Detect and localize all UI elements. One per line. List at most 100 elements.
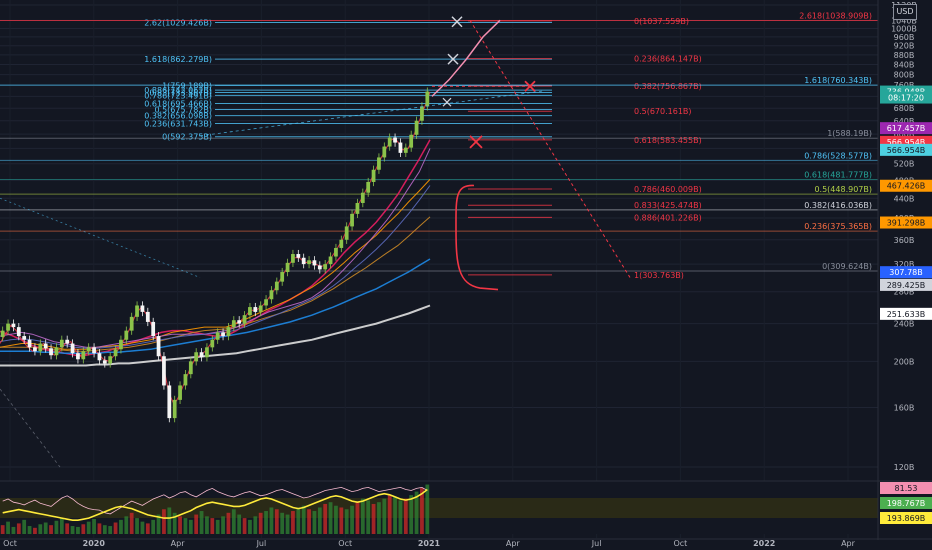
price-badge [880, 122, 932, 135]
time-tick-label: Oct [673, 539, 687, 548]
candle-body [307, 260, 311, 265]
candle-body [409, 134, 414, 148]
fib-level-label: 2.618(1038.909B) [799, 12, 872, 21]
volume-bar [296, 507, 301, 534]
cross-mark [469, 135, 483, 149]
indicator-badge [880, 512, 932, 524]
volume-bar [237, 514, 242, 534]
candle-body [350, 213, 354, 227]
candle-body [86, 347, 91, 352]
time-tick-label: Apr [506, 539, 521, 548]
price-badge-label: 307.78B [889, 268, 922, 277]
volume-bar [167, 507, 172, 534]
candle-body [296, 254, 301, 258]
candle-body [135, 305, 139, 317]
cross-mark [442, 97, 452, 107]
candle-body [231, 320, 236, 328]
candle-body [22, 336, 27, 340]
volume-bar [70, 526, 75, 534]
time-tick-label: Jul [256, 539, 267, 548]
time-tick-label: Oct [3, 539, 17, 548]
candle-body [312, 260, 317, 266]
fib-level-label: 0.83(733.867B) [149, 88, 212, 97]
candle-body [248, 307, 252, 316]
price-badge [880, 266, 932, 279]
trend-line [0, 197, 201, 278]
candle-body [11, 323, 16, 328]
price-badge-label: 251.633B [887, 310, 926, 319]
price-badge-label: 566.954B [887, 146, 926, 155]
fibonacci-levels: 2.62(1029.426B) 1.618(862.279B) 1(759.189B… [0, 12, 878, 280]
fib-level-label: 0.886(401.226B) [634, 213, 702, 222]
price-tick-label: 120B [894, 463, 915, 472]
currency-button[interactable]: USD [893, 4, 917, 20]
price-tick-label: 800B [894, 71, 915, 80]
volume-bar [226, 512, 231, 534]
fib-level-label: 0.382(416.036B) [804, 201, 872, 210]
candle-body [323, 264, 328, 270]
cross-mark [524, 80, 536, 92]
candle-body [344, 226, 349, 240]
volume-bar [156, 514, 161, 534]
volume-bar [269, 507, 274, 534]
cross-mark [451, 16, 463, 28]
candle-body [377, 157, 381, 170]
volume-bar [371, 503, 376, 534]
volume-bar [366, 500, 371, 534]
candle-body [70, 343, 75, 354]
fib-level-label: 0.382(656.098B) [144, 112, 212, 121]
indicator-badge-label: 81.53 [895, 484, 918, 493]
fib-level-label: 0.236(631.743B) [144, 119, 212, 128]
candle-body [59, 339, 64, 348]
candle-body [97, 353, 102, 361]
fib-level-label: 1(303.763B) [634, 271, 684, 280]
candle-body [215, 332, 220, 340]
trend-line [0, 388, 61, 468]
volume-bar [264, 511, 268, 534]
candle-body [76, 353, 80, 360]
volume-bar [291, 511, 295, 534]
volume-bar [242, 518, 247, 534]
candle-body [199, 352, 204, 358]
price-badge [880, 307, 932, 320]
bearish-projection-line [469, 20, 631, 278]
candle-body [393, 137, 397, 143]
candle-body [339, 239, 344, 248]
volume-bar [27, 526, 32, 534]
candle-body [205, 347, 209, 358]
price-badge-label: 289.425B [887, 281, 926, 290]
candle-body [242, 315, 247, 324]
price-axis: 1120B1040B1000B960B920B880B840B800B760B7… [877, 0, 932, 540]
candle-body [221, 332, 225, 337]
fib-level-label: 0.236(864.147B) [634, 55, 702, 64]
candle-body [43, 343, 48, 349]
time-axis: Oct 2020 Apr Jul Oct 2021 Apr Jul Oct 2022 Apr [0, 538, 932, 548]
volume-bar [221, 516, 225, 534]
volume-bar [92, 518, 96, 534]
fib-level-label: 0(309.624B) [822, 262, 872, 271]
cross-mark [447, 53, 459, 65]
volume-bar [253, 516, 258, 534]
indicator-line [2, 488, 428, 522]
volume-bar [33, 527, 37, 534]
volume-bar [0, 525, 5, 534]
indicator-pane: 81.53 198.767B 193.869B [0, 480, 932, 534]
bullish-projection-line [431, 19, 501, 97]
fib-level-label: 0.5(670.161B) [634, 107, 692, 116]
candle-body [119, 339, 123, 350]
candle-body [371, 169, 376, 182]
time-tick-label: 2022 [753, 539, 775, 548]
price-tick-label: 1000B [891, 24, 917, 33]
time-tick-label: Apr [171, 539, 186, 548]
volume-bar [382, 498, 387, 534]
fib-level-label: 0.618(481.777B) [804, 170, 872, 179]
fib-level-label: 0.786(528.577B) [804, 151, 872, 160]
volume-bar [113, 522, 118, 534]
price-tick-label: 520B [894, 160, 915, 169]
volume-bar [420, 488, 424, 534]
price-tick-label: 680B [894, 104, 915, 113]
candle-body [328, 256, 333, 265]
candle-body [280, 272, 285, 282]
volume-bar [215, 519, 220, 534]
volume-bar [124, 516, 129, 534]
